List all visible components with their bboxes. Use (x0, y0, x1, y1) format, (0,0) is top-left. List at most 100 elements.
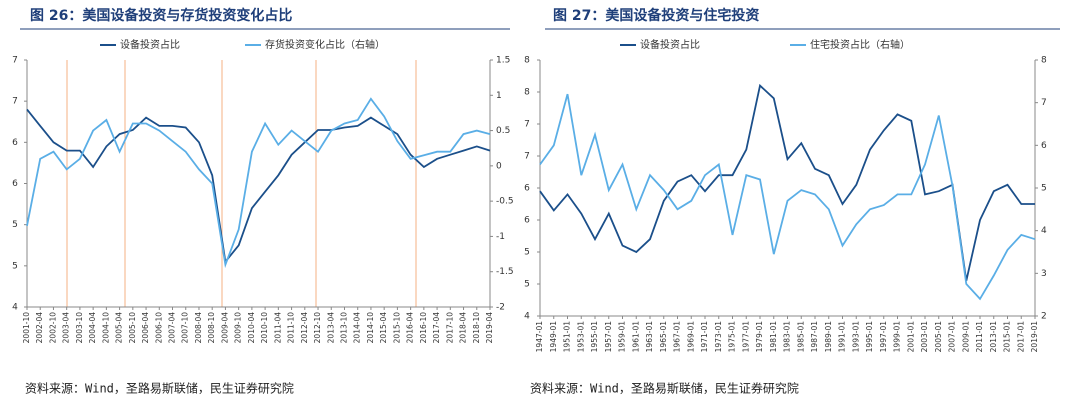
y-tick-label: 4 (12, 303, 18, 313)
legend-label: 住宅投资占比（右轴） (810, 38, 910, 51)
x-tick-label: 1947-01 (535, 321, 544, 353)
x-tick-label: 2005-01 (934, 321, 943, 353)
x-tick-label: 1961-01 (631, 321, 640, 353)
x-tick-label: 2012-04 (300, 312, 309, 344)
x-tick-label: 2012-10 (313, 312, 322, 344)
chart-title: 图 27：美国设备投资与住宅投资 (553, 7, 759, 24)
series-line (26, 97, 491, 269)
y2-tick-label: -2 (496, 303, 505, 313)
y-tick-label: 4 (524, 312, 530, 322)
source-note: 资料来源：Wind，圣路易斯联储，民生证券研究院 (530, 381, 799, 396)
y2-tick-label: -1 (496, 232, 505, 242)
event-lines (66, 60, 417, 307)
x-tick-label: 2009-04 (220, 312, 229, 344)
x-tick-label: 2008-04 (194, 312, 203, 344)
x-tick-label: 2016-04 (406, 312, 415, 344)
x-tick-label: 1967-01 (673, 321, 682, 353)
y2-tick-label: -0.5 (496, 197, 514, 207)
y-tick-label: 6 (524, 184, 530, 194)
x-tick-label: 1983-01 (783, 321, 792, 353)
x-tick-label: 1977-01 (741, 321, 750, 353)
x-tick-label: 2015-04 (379, 312, 388, 344)
x-tick-label: 2002-04 (35, 312, 44, 344)
x-tick-label: 2013-01 (989, 321, 998, 353)
x-tick-label: 2010-10 (260, 312, 269, 344)
x-tick-label: 1965-01 (659, 321, 668, 353)
x-tick-label: 2004-04 (88, 312, 97, 344)
y2-tick-label: 1.5 (496, 56, 510, 66)
y2-tick-label: 7 (1041, 98, 1047, 108)
legend-label: 存货投资变化占比（右轴） (265, 38, 385, 51)
y2-tick-label: 4 (1041, 226, 1047, 236)
y-tick-label: 6 (524, 216, 530, 226)
x-tick-label: 2007-01 (948, 321, 957, 353)
x-tick-label: 2017-01 (1016, 321, 1025, 353)
y2-tick-label: 6 (1041, 141, 1047, 151)
x-tick-label: 2007-10 (181, 312, 190, 344)
y-tick-label: 8 (524, 88, 530, 98)
x-tick-label: 1989-01 (824, 321, 833, 353)
y-tick-label: 5 (12, 220, 18, 230)
x-tick-label: 2006-04 (141, 312, 150, 344)
x-tick-label: 2011-04 (273, 312, 282, 344)
x-tick-label: 2014-10 (366, 312, 375, 344)
y-tick-label: 7 (524, 120, 530, 130)
y-tick-label: 6 (12, 179, 18, 189)
x-tick-label: 2018-04 (459, 312, 468, 344)
series-line (26, 108, 491, 264)
x-tick-label: 2015-10 (392, 312, 401, 344)
y-tick-label: 5 (524, 248, 530, 258)
x-tick-label: 2001-01 (906, 321, 915, 353)
x-tick-label: 1953-01 (576, 321, 585, 353)
x-tick-label: 2014-04 (353, 312, 362, 344)
x-tick-label: 2007-04 (168, 312, 177, 344)
x-tick-label: 1959-01 (618, 321, 627, 353)
chart-title: 图 26：美国设备投资与存货投资变化占比 (30, 7, 292, 24)
x-tick-label: 2013-04 (326, 312, 335, 344)
x-tick-label: 1993-01 (851, 321, 860, 353)
y-tick-label: 5 (12, 261, 18, 271)
x-tick-label: 1971-01 (700, 321, 709, 353)
x-tick-label: 2017-10 (445, 312, 454, 344)
x-tick-label: 1975-01 (728, 321, 737, 353)
x-tick-label: 2015-01 (1003, 321, 1012, 353)
source-note: 资料来源：Wind，圣路易斯联储，民生证券研究院 (25, 381, 294, 396)
y2-tick-label: -1.5 (496, 267, 514, 277)
x-tick-label: 2004-10 (101, 312, 110, 344)
y-tick-label: 5 (524, 280, 530, 290)
y2-tick-label: 0 (496, 161, 502, 171)
x-tick-label: 1981-01 (769, 321, 778, 353)
x-tick-label: 2019-04 (485, 312, 494, 344)
x-tick-label: 2003-04 (62, 312, 71, 344)
y-tick-label: 6 (12, 138, 18, 148)
x-tick-label: 1949-01 (549, 321, 558, 353)
legend-label: 设备投资占比 (120, 38, 180, 51)
x-tick-label: 1995-01 (865, 321, 874, 353)
x-tick-label: 2017-04 (432, 312, 441, 344)
x-tick-label: 2006-10 (154, 312, 163, 344)
x-tick-label: 2003-10 (75, 312, 84, 344)
series-line (539, 93, 1036, 301)
x-tick-label: 2013-10 (339, 312, 348, 344)
x-tick-label: 2009-01 (961, 321, 970, 353)
x-tick-label: 1973-01 (714, 321, 723, 353)
x-tick-label: 1999-01 (893, 321, 902, 353)
y2-tick-label: 2 (1041, 312, 1047, 322)
x-tick-label: 2002-10 (48, 312, 57, 344)
x-tick-label: 2018-10 (472, 312, 481, 344)
x-tick-label: 2009-10 (234, 312, 243, 344)
x-tick-label: 1969-01 (686, 321, 695, 353)
legend-label: 设备投资占比 (640, 38, 700, 51)
series-line (539, 83, 1035, 281)
x-tick-label: 2019-01 (1030, 321, 1039, 353)
y2-tick-label: 5 (1041, 184, 1047, 194)
y2-tick-label: 8 (1041, 56, 1047, 66)
y-tick-label: 7 (12, 56, 18, 66)
x-tick-label: 1997-01 (879, 321, 888, 353)
x-tick-label: 1957-01 (604, 321, 613, 353)
x-tick-label: 2005-10 (128, 312, 137, 344)
x-tick-label: 1951-01 (563, 321, 572, 353)
y-tick-label: 7 (12, 97, 18, 107)
y2-tick-label: 3 (1041, 269, 1047, 279)
